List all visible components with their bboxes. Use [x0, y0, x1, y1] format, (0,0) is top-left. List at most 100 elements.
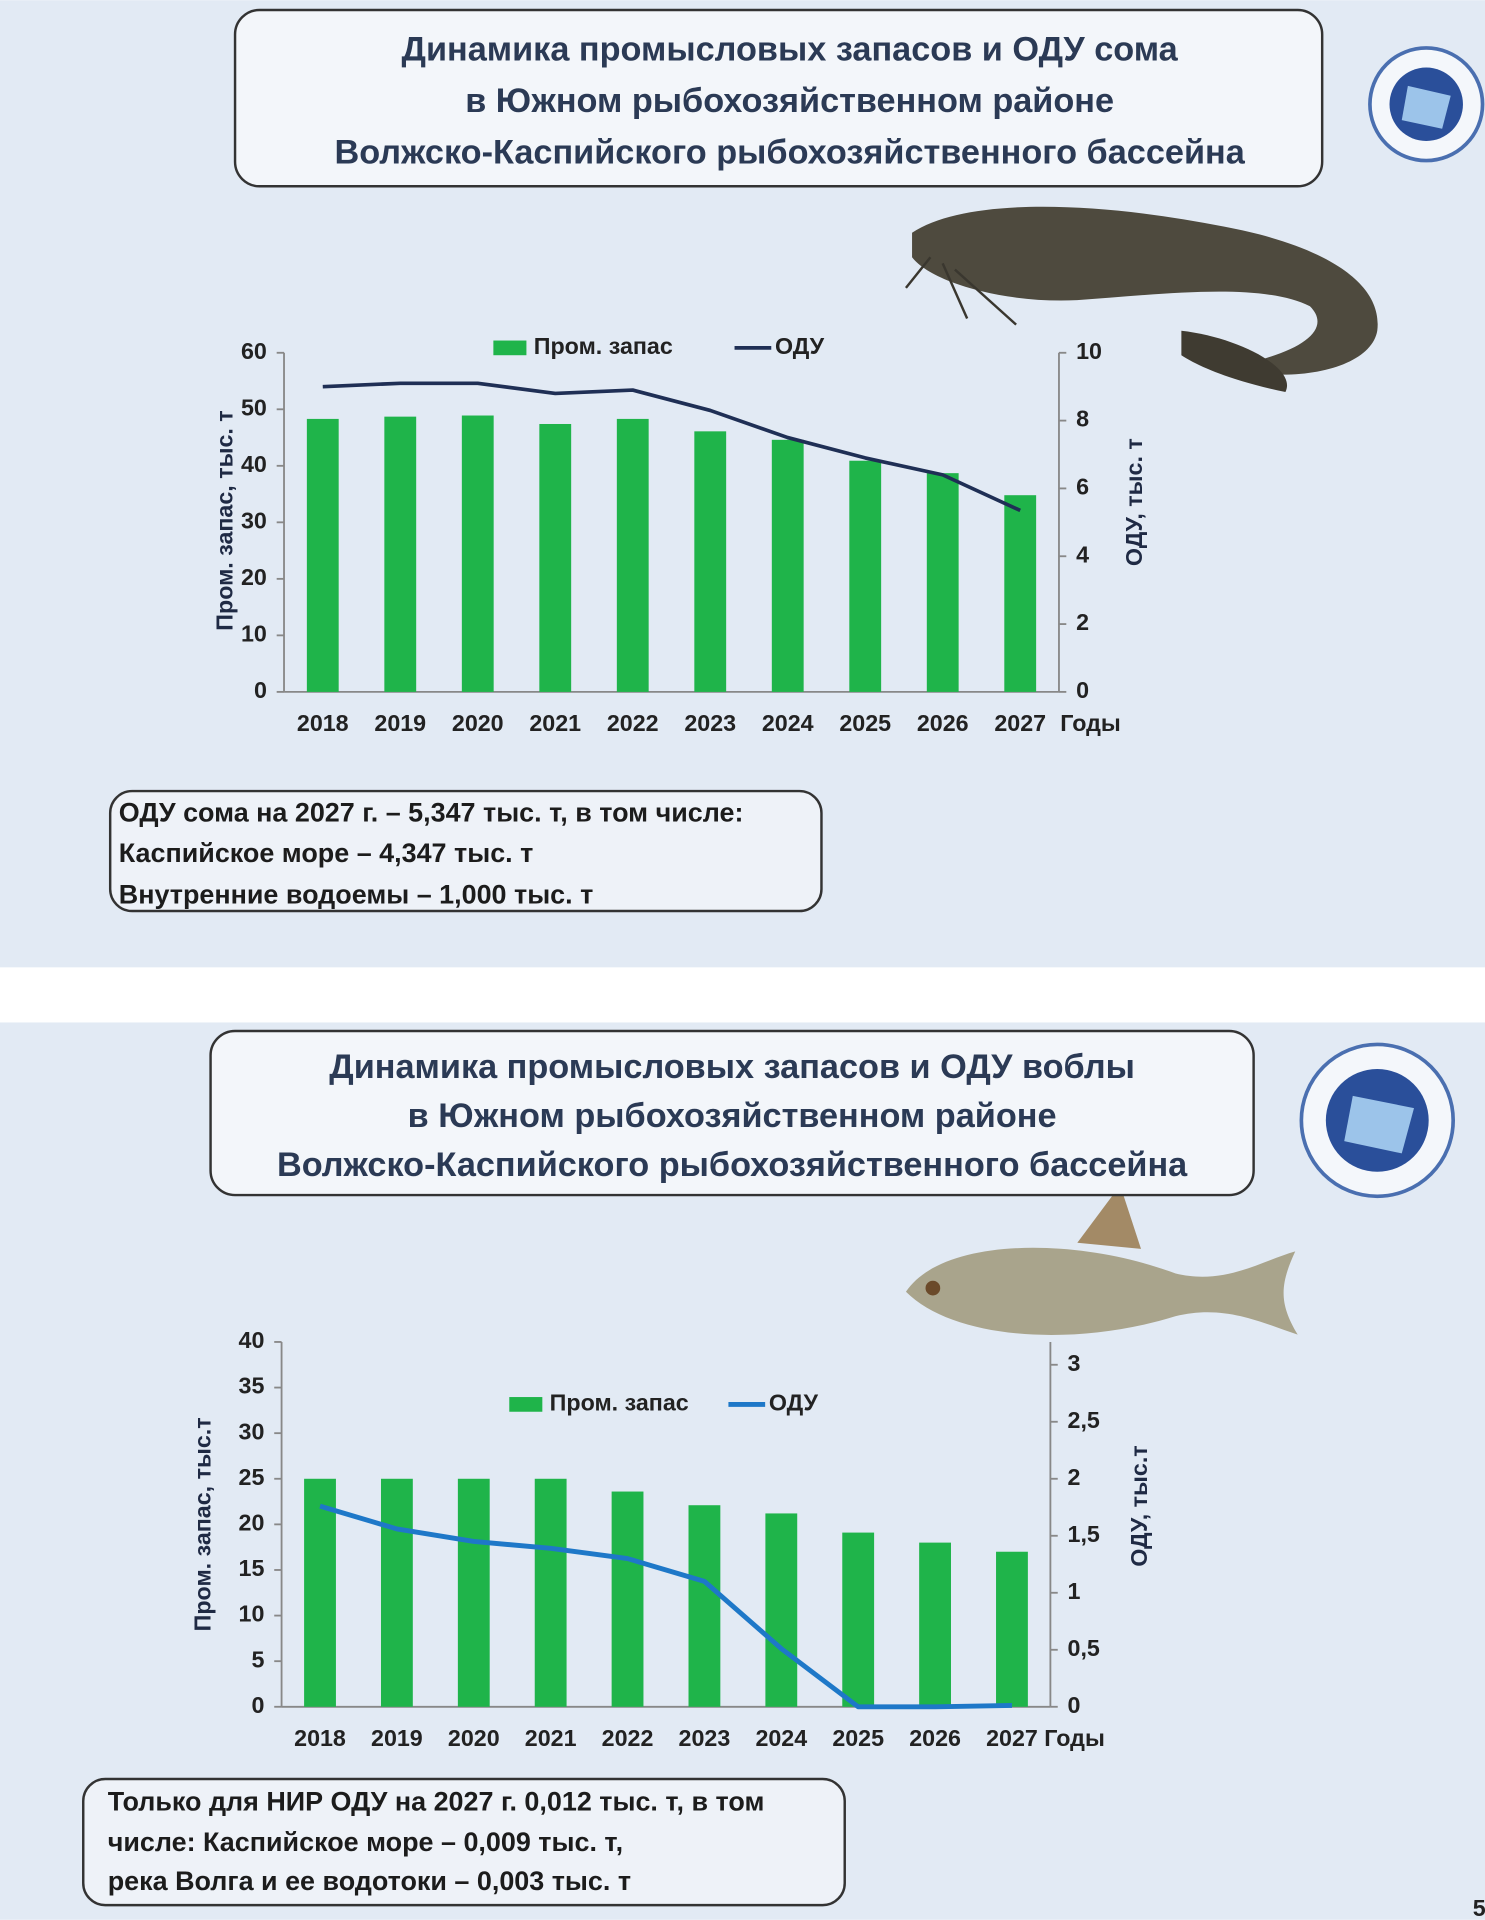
- y2-tick-label: 4: [1076, 541, 1089, 567]
- y2-tick-label: 2: [1068, 1464, 1081, 1490]
- y2-tick-label: 10: [1076, 338, 1102, 364]
- note-text: числе: Каспийское море – 0,009 тыс. т,: [108, 1827, 623, 1857]
- y-tick-label: 40: [239, 1327, 265, 1353]
- y2-tick-label: 1,5: [1068, 1521, 1100, 1547]
- logo: [1299, 1042, 1456, 1199]
- x-tick-label: 2018: [297, 710, 349, 736]
- legend-swatch: [493, 340, 527, 356]
- y-tick-label: 25: [239, 1464, 265, 1490]
- catfish-illustration: [904, 206, 1378, 392]
- bar: [926, 473, 959, 692]
- y-tick-label: 30: [241, 507, 267, 533]
- bar: [461, 415, 494, 692]
- legend-label: Пром. запас: [534, 333, 673, 359]
- logo: [1368, 46, 1485, 163]
- note-text: ОДУ сома на 2027 г. – 5,347 тыс. т, в то…: [119, 797, 744, 827]
- bar: [306, 418, 339, 692]
- y2-tick-label: 2: [1076, 609, 1089, 635]
- page-number: 5: [1473, 1895, 1485, 1920]
- x-tick-label: 2019: [374, 710, 426, 736]
- bar: [765, 1513, 798, 1707]
- legend-swatch: [509, 1397, 543, 1412]
- slide-title: Волжско-Каспийского рыбохозяйственного б…: [334, 133, 1245, 171]
- x-tick-label: 2022: [602, 1725, 654, 1751]
- y2-tick-label: 1: [1068, 1578, 1081, 1604]
- bar: [996, 1551, 1028, 1707]
- x-tick-label: 2021: [529, 710, 581, 736]
- slide-title: Динамика промысловых запасов и ОДУ сома: [402, 31, 1179, 69]
- y2-tick-label: 3: [1068, 1350, 1081, 1376]
- bar: [842, 1532, 875, 1707]
- x-tick-label: 2019: [371, 1725, 423, 1751]
- line: [319, 1503, 1012, 1710]
- x-tick-label: 2024: [762, 710, 814, 736]
- bar: [616, 418, 649, 692]
- y-axis-label: Пром. запас, тыс.т: [190, 1417, 216, 1631]
- bar: [457, 1478, 490, 1707]
- legend-label: ОДУ: [775, 333, 825, 359]
- bar: [534, 1478, 567, 1707]
- slide-title: в Южном рыбохозяйственном районе: [465, 82, 1114, 120]
- y-tick-label: 20: [239, 1510, 265, 1536]
- y-tick-label: 10: [239, 1601, 265, 1627]
- x-tick-label: 2026: [917, 710, 969, 736]
- y2-tick-label: 0,5: [1068, 1635, 1100, 1661]
- legend-label: ОДУ: [769, 1390, 819, 1416]
- note-text: Только для НИР ОДУ на 2027 г. 0,012 тыс.…: [108, 1787, 765, 1817]
- x-tick-label: 2025: [839, 710, 891, 736]
- y-tick-label: 15: [239, 1555, 265, 1581]
- title-box: [233, 8, 1324, 188]
- bar: [384, 416, 417, 692]
- x-tick-label: 2021: [525, 1725, 577, 1751]
- slide-title: Волжско-Каспийского рыбохозяйственного б…: [277, 1146, 1188, 1184]
- title-box: [209, 1029, 1255, 1197]
- y-tick-label: 20: [241, 564, 267, 590]
- x-tick-label: 2020: [448, 1725, 500, 1751]
- bar: [694, 431, 727, 692]
- note-text: Каспийское море – 4,347 тыс. т: [119, 838, 534, 868]
- bar: [849, 460, 882, 692]
- x-tick-label: 2025: [832, 1725, 884, 1751]
- y-tick-label: 35: [239, 1373, 265, 1399]
- bar: [688, 1505, 721, 1707]
- note-text: Внутренние водоемы – 1,000 тыс. т: [119, 879, 594, 909]
- y-tick-label: 5: [251, 1646, 264, 1672]
- x-axis-label: Годы: [1044, 1725, 1105, 1751]
- x-axis-label: Годы: [1060, 710, 1121, 736]
- y-tick-label: 60: [241, 338, 267, 364]
- bar: [380, 1478, 413, 1707]
- roach-illustration: [905, 1185, 1298, 1335]
- x-tick-label: 2026: [909, 1725, 961, 1751]
- y-tick-label: 0: [251, 1692, 264, 1718]
- x-tick-label: 2027: [986, 1725, 1038, 1751]
- x-tick-label: 2023: [684, 710, 736, 736]
- slide-title: в Южном рыбохозяйственном районе: [408, 1097, 1057, 1135]
- slide-title: Динамика промысловых запасов и ОДУ воблы: [329, 1048, 1135, 1086]
- note-text: река Волга и ее водотоки – 0,003 тыс. т: [108, 1866, 631, 1896]
- y-tick-label: 0: [254, 677, 267, 703]
- x-tick-label: 2022: [607, 710, 659, 736]
- bar: [919, 1542, 951, 1707]
- note-box: [108, 789, 823, 913]
- bar: [1004, 495, 1037, 692]
- y2-axis-label: ОДУ, тыс.т: [1126, 1445, 1152, 1566]
- x-tick-label: 2018: [294, 1725, 346, 1751]
- bar: [304, 1478, 336, 1707]
- legend-label: Пром. запас: [550, 1390, 689, 1416]
- note-box: [82, 1777, 846, 1907]
- bar: [611, 1491, 644, 1707]
- y-tick-label: 50: [241, 394, 267, 420]
- x-tick-label: 2027: [994, 710, 1046, 736]
- y2-axis-label: ОДУ, тыс. т: [1121, 438, 1147, 566]
- line: [322, 381, 1021, 513]
- y-tick-label: 10: [241, 621, 267, 647]
- y-tick-label: 30: [239, 1418, 265, 1444]
- x-tick-label: 2024: [755, 1725, 807, 1751]
- x-tick-label: 2020: [452, 710, 504, 736]
- y2-tick-label: 2,5: [1068, 1407, 1100, 1433]
- bar: [539, 423, 572, 692]
- y-axis-label: Пром. запас, тыс. т: [212, 410, 238, 630]
- y2-tick-label: 8: [1076, 406, 1089, 432]
